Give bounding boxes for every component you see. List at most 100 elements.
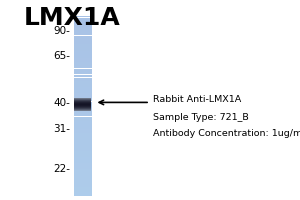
Bar (74, 178, 92, 180)
Text: 40-: 40- (54, 98, 70, 108)
Bar (74, 45, 92, 46)
Bar (74, 166, 92, 168)
Bar (74, 37, 92, 38)
Bar (74, 188, 92, 190)
Bar (74, 95, 92, 97)
Bar (74, 126, 92, 127)
Bar (74, 61, 92, 62)
Bar (74, 38, 92, 40)
Text: Rabbit Anti-LMX1A: Rabbit Anti-LMX1A (153, 96, 241, 104)
Bar (74, 31, 92, 32)
Bar (74, 160, 92, 162)
Bar (74, 72, 92, 73)
Bar (74, 43, 92, 44)
Bar (74, 184, 92, 186)
Bar (74, 172, 92, 173)
Bar (74, 86, 92, 88)
Bar (74, 104, 91, 105)
Bar (74, 170, 92, 172)
Bar (74, 192, 92, 193)
Bar (74, 175, 92, 176)
Bar (74, 53, 92, 55)
Bar (74, 94, 92, 95)
Bar (74, 56, 92, 58)
Bar (74, 105, 92, 106)
Bar (74, 55, 92, 56)
Bar (74, 28, 92, 29)
Bar (74, 109, 92, 110)
Bar (74, 187, 92, 188)
Bar (74, 128, 92, 130)
Bar (74, 176, 92, 178)
Bar (74, 62, 92, 64)
Bar (74, 70, 92, 72)
Bar (74, 100, 91, 101)
Text: 90-: 90- (54, 26, 70, 36)
Bar (74, 107, 92, 109)
Bar (74, 115, 92, 116)
Bar (74, 21, 92, 22)
Bar (74, 40, 92, 42)
Bar (74, 79, 92, 80)
Bar (74, 25, 92, 26)
Bar (74, 50, 92, 52)
Bar (74, 140, 92, 142)
Bar (74, 68, 92, 70)
Bar (74, 102, 92, 103)
Bar (74, 97, 92, 99)
Bar (74, 118, 92, 119)
Bar (74, 88, 92, 90)
Bar (74, 157, 92, 158)
Bar (74, 18, 92, 19)
Bar (74, 85, 92, 86)
Bar (74, 42, 92, 43)
Bar (74, 106, 91, 107)
Bar (74, 84, 92, 85)
Bar (74, 144, 92, 145)
Bar (74, 127, 92, 128)
Bar (74, 92, 92, 94)
Bar (74, 168, 92, 169)
Bar (74, 67, 92, 68)
Bar (74, 110, 92, 112)
Bar (74, 163, 92, 164)
Bar (74, 173, 92, 175)
Bar (74, 66, 92, 67)
Bar (74, 108, 91, 109)
Bar (74, 26, 92, 28)
Bar (74, 90, 92, 91)
Bar (74, 190, 92, 192)
Bar (74, 164, 92, 166)
Bar (74, 77, 92, 79)
Bar (74, 145, 92, 146)
Bar (74, 148, 92, 149)
Bar (74, 76, 92, 77)
Bar (74, 52, 92, 53)
Bar (74, 101, 91, 102)
Bar (74, 64, 92, 66)
Bar (74, 36, 92, 37)
Bar (74, 169, 92, 170)
Bar (74, 102, 91, 103)
Bar (74, 146, 92, 148)
Bar (74, 32, 92, 34)
Bar (74, 105, 91, 106)
Bar (74, 80, 92, 82)
Bar (74, 49, 92, 50)
Bar (74, 116, 92, 118)
Bar (74, 121, 92, 122)
Bar (74, 138, 92, 139)
Text: Antibody Concentration: 1ug/mL: Antibody Concentration: 1ug/mL (153, 129, 300, 138)
Text: LMX1A: LMX1A (24, 6, 121, 30)
Bar (74, 75, 92, 76)
Bar (74, 73, 92, 74)
Bar (74, 47, 92, 49)
Bar (74, 149, 92, 151)
Bar (74, 181, 92, 182)
Bar (74, 153, 92, 154)
Bar (74, 107, 91, 108)
Bar (74, 134, 92, 136)
Bar (74, 46, 92, 47)
Bar (74, 113, 92, 115)
Text: 65-: 65- (53, 51, 70, 61)
